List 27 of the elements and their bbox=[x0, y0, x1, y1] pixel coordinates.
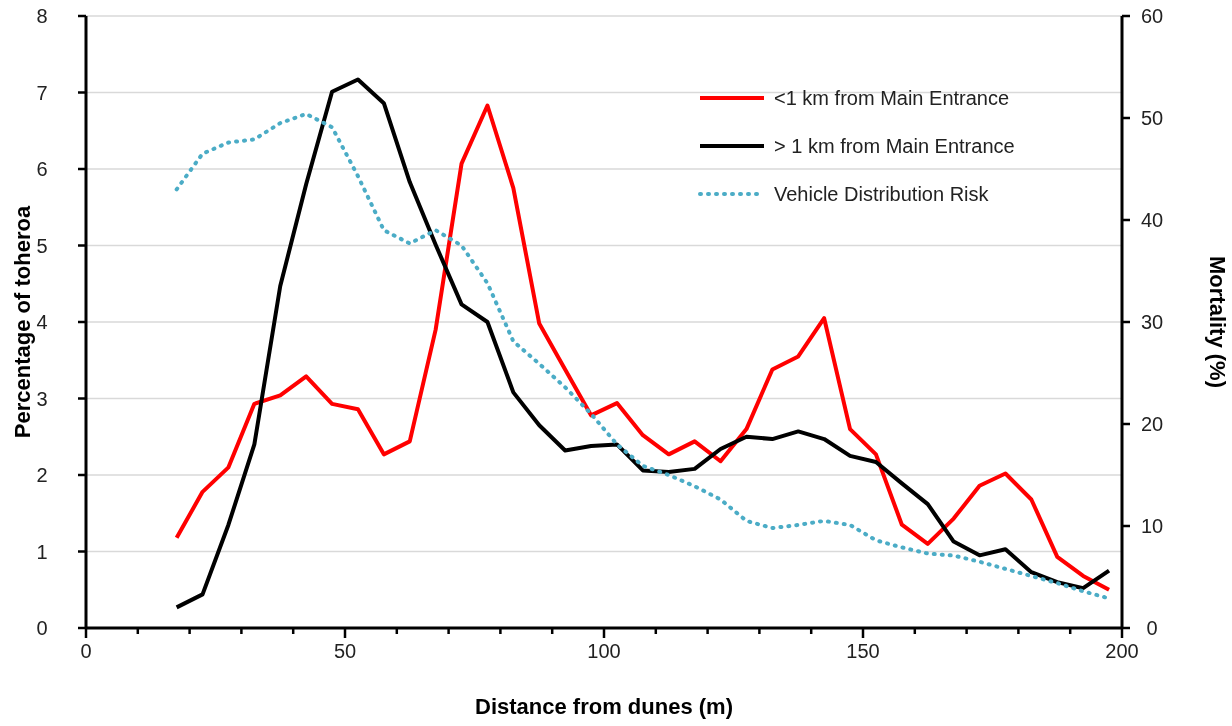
y-tick-label: 0 bbox=[36, 617, 48, 639]
legend-label: Vehicle Distribution Risk bbox=[774, 183, 990, 205]
y2-tick-label: 30 bbox=[1140, 311, 1164, 333]
y2-tick-label: 0 bbox=[1146, 617, 1158, 639]
y2-tick-label: 10 bbox=[1140, 515, 1164, 537]
y-tick-label: 2 bbox=[36, 464, 48, 486]
x-tick-label: 0 bbox=[80, 640, 92, 662]
legend-label: <1 km from Main Entrance bbox=[774, 87, 1010, 109]
x-tick-label: 100 bbox=[587, 640, 621, 662]
y2-tick-label: 50 bbox=[1140, 107, 1164, 129]
y-tick-label: 6 bbox=[36, 158, 48, 180]
x-tick-label: 150 bbox=[846, 640, 880, 662]
x-tick-label: 50 bbox=[333, 640, 357, 662]
y-tick-label: 8 bbox=[36, 5, 48, 27]
y2-axis-title: Mortality (%) bbox=[1205, 256, 1230, 388]
y-axis-title: Percentage of toheroa bbox=[10, 205, 35, 439]
y-tick-label: 5 bbox=[36, 234, 48, 257]
y2-tick-label: 60 bbox=[1140, 5, 1164, 27]
x-axis-title: Distance from dunes (m) bbox=[475, 694, 733, 719]
y-tick-label: 4 bbox=[36, 311, 48, 333]
legend-label: > 1 km from Main Entrance bbox=[774, 135, 1015, 157]
y-tick-label: 7 bbox=[36, 81, 48, 104]
x-tick-label: 200 bbox=[1105, 640, 1139, 662]
y-tick-label: 1 bbox=[36, 540, 48, 563]
y2-tick-label: 40 bbox=[1140, 209, 1164, 231]
y2-tick-label: 20 bbox=[1140, 413, 1164, 435]
y-tick-label: 3 bbox=[36, 387, 48, 410]
